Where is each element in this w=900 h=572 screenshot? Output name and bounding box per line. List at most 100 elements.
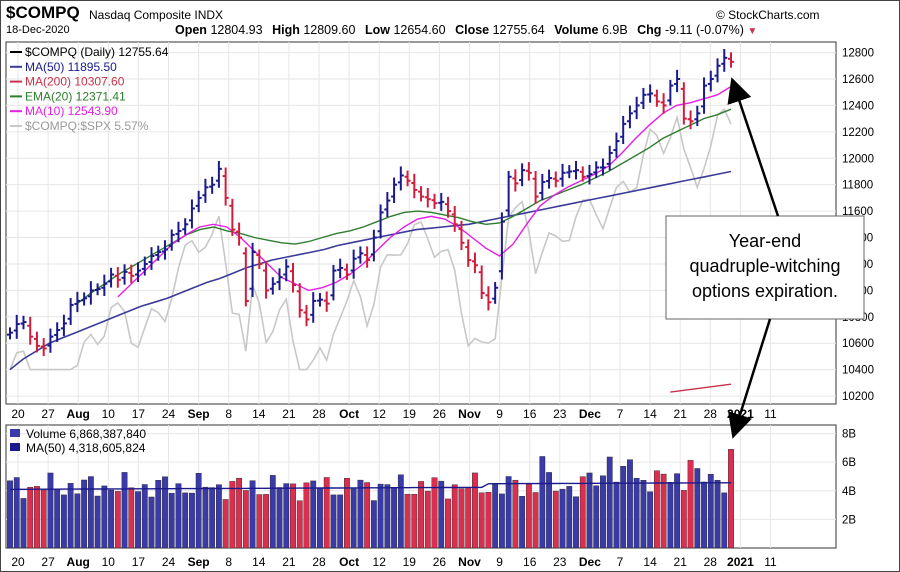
ohlc-bar: [74, 291, 81, 313]
ohlc-bar: [458, 220, 465, 251]
legend-label: $COMPQ:$SPX 5.57%: [25, 119, 149, 133]
annotation-text: quadruple-witching: [689, 256, 840, 276]
ohlc-bar: [620, 115, 627, 145]
ohlc-bar: [350, 249, 357, 279]
volume-bar: [175, 483, 182, 549]
ohlc-bar: [316, 293, 323, 307]
ohlc-bar: [215, 160, 222, 188]
volume-bar: [229, 481, 236, 549]
ohlc-bar: [411, 173, 418, 199]
ohlc-bar: [87, 281, 94, 305]
legend-label: MA(10) 12543.90: [25, 104, 118, 118]
ohlc-bar: [404, 170, 411, 187]
ohlc-bar: [242, 247, 249, 307]
volume-ma-line: [9, 482, 732, 491]
volume-bar: [559, 488, 566, 549]
volume-bar: [519, 496, 526, 549]
ohlc-bar: [694, 105, 701, 127]
volume-bar: [593, 485, 600, 549]
company-name: Nasdaq Composite INDX: [89, 8, 224, 22]
ohlc-bar: [330, 264, 337, 301]
volume-bar: [195, 473, 202, 549]
volume-bar: [499, 493, 505, 549]
volume-bar: [505, 476, 512, 549]
ohlc-bar: [418, 186, 425, 202]
volume-bar: [303, 482, 310, 549]
volume-bar: [397, 474, 404, 549]
legend-label: EMA(20) 12371.41: [25, 89, 126, 103]
ohlc-bar: [714, 58, 721, 83]
stockcharts-credit[interactable]: © StockCharts.com: [716, 8, 820, 22]
ohlc-bar: [195, 190, 202, 213]
x-tick-label: 12: [373, 555, 387, 569]
ohlc-bar: [519, 163, 526, 187]
volume-bar: [162, 476, 168, 549]
ohlc-bar: [471, 252, 478, 274]
x-tick-label: 8: [225, 555, 232, 569]
ohlc-summary: Open 12804.93 High 12809.60 Low 12654.60…: [175, 23, 757, 37]
ohlc-bar: [310, 292, 317, 323]
ohlc-bar: [707, 70, 714, 92]
ohlc-bar: [27, 316, 34, 345]
x-tick-label: 27: [41, 555, 55, 569]
volume-bar: [121, 472, 128, 549]
ohlc-bar: [263, 261, 270, 299]
ohlc-bar: [296, 283, 303, 318]
high-value: 12809.60: [303, 23, 356, 37]
ohlc-bar: [337, 258, 344, 279]
close-label: Close: [455, 23, 490, 37]
ohlc-bar: [424, 188, 431, 208]
ohlc-bar: [155, 245, 162, 261]
ohlc-bar: [546, 169, 553, 189]
volume-bar: [721, 492, 728, 549]
volume-bar: [114, 491, 121, 549]
volume-bar: [189, 492, 195, 549]
volume-bar: [168, 492, 175, 549]
volume-bar: [61, 494, 67, 549]
volume-label: Volume: [554, 23, 599, 37]
ohlc-bar: [573, 160, 580, 180]
volume-bar: [438, 480, 445, 549]
ohlc-bar: [148, 247, 155, 270]
volume-bar: [653, 470, 660, 549]
volume-bar: [384, 484, 391, 549]
symbol-label: $COMPQ: [6, 3, 80, 22]
x-tick-label: 21: [674, 555, 688, 569]
legend-label: MA(50) 11895.50: [25, 60, 117, 74]
close-value: 12755.64: [492, 23, 545, 37]
x-tick-label: 16: [523, 407, 537, 421]
volume-bar: [424, 490, 431, 549]
ma200-line: [670, 383, 732, 393]
ohlc-bar: [101, 274, 108, 296]
ohlc-bar: [377, 204, 384, 239]
volume-bar: [323, 477, 330, 549]
ohlc-bar: [168, 229, 175, 251]
price-tick-label: 12200: [842, 127, 874, 139]
legend-swatch: [10, 443, 20, 451]
volume-bar: [182, 492, 189, 549]
volume-bar: [552, 490, 559, 549]
volume-bar: [242, 490, 249, 549]
ohlc-bar: [175, 221, 182, 243]
ohlc-bar: [613, 132, 620, 158]
volume-bar: [40, 489, 47, 549]
x-tick-label: 26: [433, 555, 447, 569]
x-tick-label: 19: [403, 407, 417, 421]
volume-bar: [566, 486, 573, 549]
ohlc-bar: [81, 292, 88, 306]
x-tick-label: 7: [617, 555, 624, 569]
volume-tick-label: 6B: [842, 457, 856, 469]
price-tick-label: 11600: [842, 206, 873, 218]
volume-tick-label: 4B: [842, 486, 856, 498]
price-tick-label: 11800: [842, 180, 873, 192]
ohlc-bar: [54, 322, 61, 342]
x-tick-label: Sep: [188, 407, 210, 421]
x-tick-label: 10: [102, 555, 116, 569]
volume-bar: [283, 483, 290, 549]
volume-bar: [215, 484, 222, 549]
x-tick-label: 26: [433, 407, 447, 421]
volume-bar: [155, 480, 162, 549]
x-tick-label: 14: [643, 407, 657, 421]
price-tick-label: 12000: [842, 153, 874, 165]
volume-bar: [135, 491, 141, 549]
